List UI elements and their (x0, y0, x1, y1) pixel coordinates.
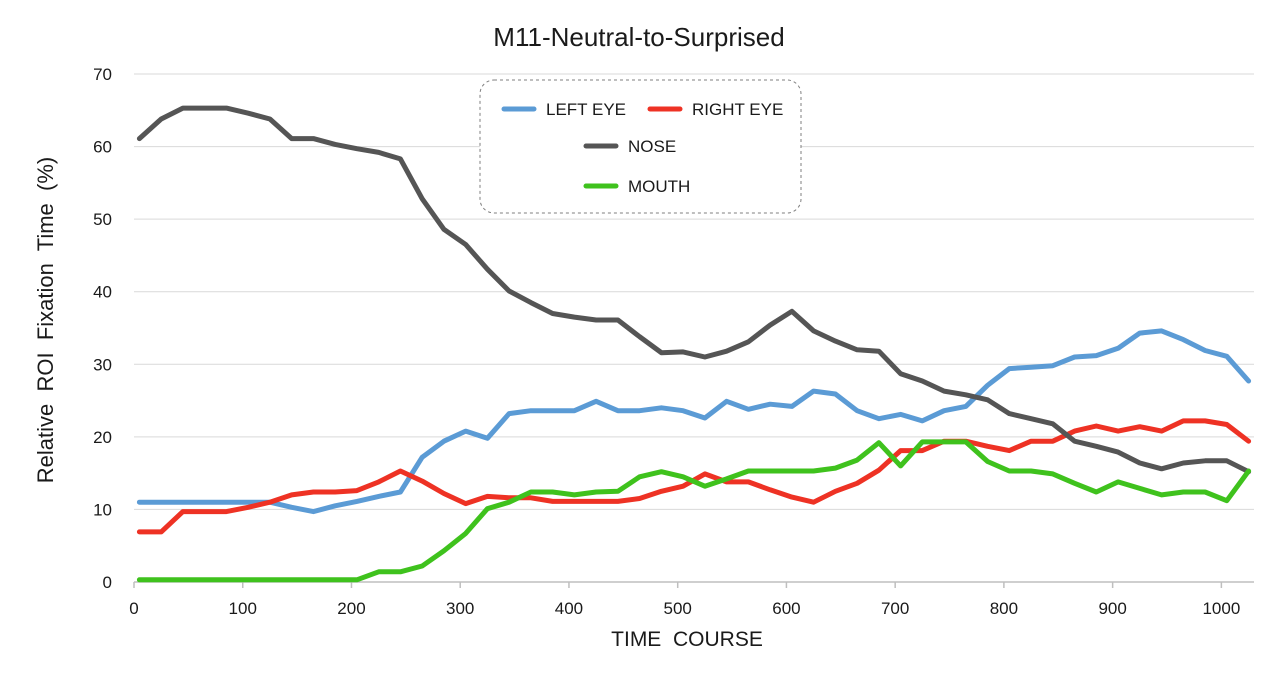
legend-label-mouth: MOUTH (628, 177, 690, 196)
y-tick-label: 10 (93, 500, 112, 519)
x-tick-label: 500 (664, 599, 692, 618)
legend-label-nose: NOSE (628, 137, 676, 156)
y-tick-label: 30 (93, 355, 112, 374)
x-tick-label: 100 (229, 599, 257, 618)
y-tick-label: 40 (93, 283, 112, 302)
x-tick-label: 1000 (1202, 599, 1240, 618)
y-tick-label: 70 (93, 65, 112, 84)
x-tick-label: 800 (990, 599, 1018, 618)
x-tick-label: 700 (881, 599, 909, 618)
x-tick-label: 900 (1098, 599, 1126, 618)
x-tick-label: 600 (772, 599, 800, 618)
x-tick-label: 400 (555, 599, 583, 618)
chart-title: M11-Neutral-to-Surprised (493, 22, 785, 52)
x-axis-title: TIME COURSE (611, 628, 763, 651)
y-tick-label: 20 (93, 428, 112, 447)
y-tick-label: 0 (103, 573, 112, 592)
y-tick-label: 50 (93, 210, 112, 229)
series-line-right-eye (136, 418, 1252, 535)
y-axis-title: Relative ROI Fixation Time (%) (33, 156, 58, 484)
x-tick-label: 200 (337, 599, 365, 618)
series-line-mouth (136, 439, 1252, 583)
legend-box (479, 79, 802, 214)
legend-label-right-eye: RIGHT EYE (692, 100, 783, 119)
x-tick-label: 0 (129, 599, 138, 618)
series-line-nose (136, 105, 1252, 475)
legend-label-left-eye: LEFT EYE (546, 100, 626, 119)
x-tick-label: 300 (446, 599, 474, 618)
series-line-left-eye (136, 328, 1252, 515)
y-tick-label: 60 (93, 138, 112, 157)
